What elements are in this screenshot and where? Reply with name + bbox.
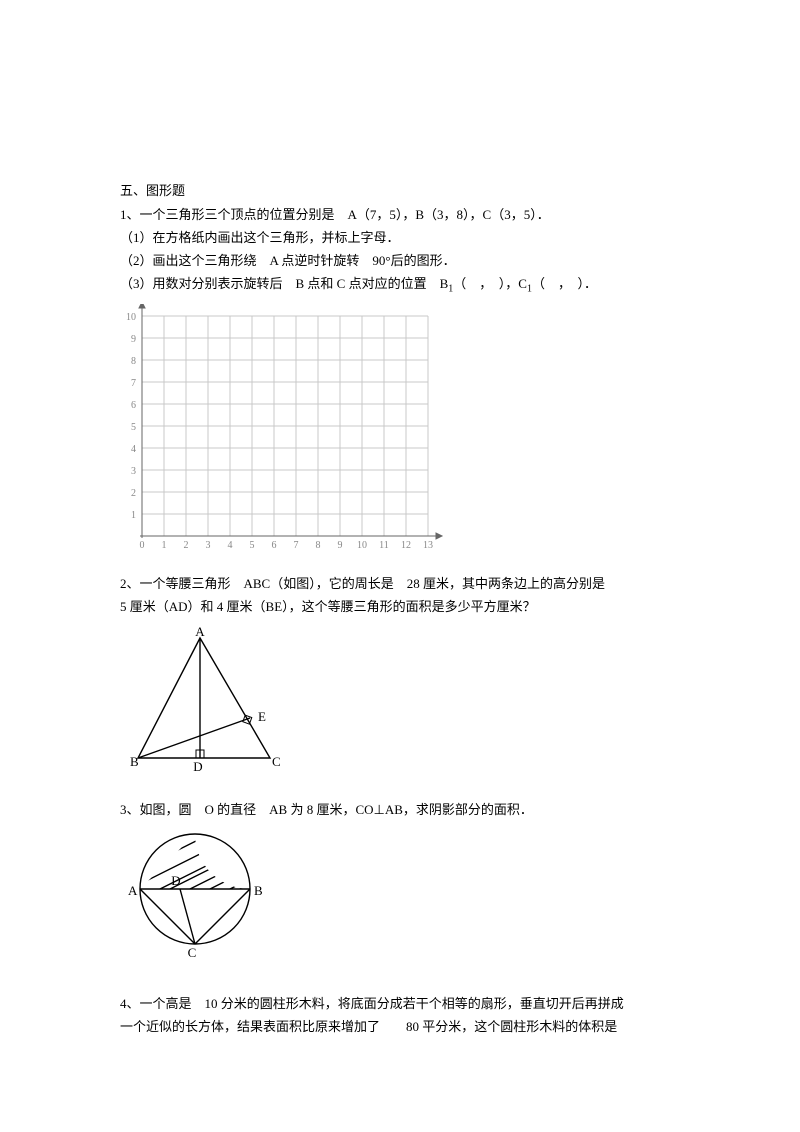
q4-line1: 4、一个高是 10 分米的圆柱形木料，将底面分成若干个相等的扇形，垂直切开后再拼… <box>120 993 680 1015</box>
q1-sub1: （1）在方格纸内画出这个三角形，并标上字母． <box>120 227 680 249</box>
svg-text:7: 7 <box>131 378 136 389</box>
svg-text:2: 2 <box>184 540 189 551</box>
svg-text:13: 13 <box>423 540 433 551</box>
q1-prompt: 1、一个三角形三个顶点的位置分别是 A（7，5），B（3，8），C（3，5）． <box>120 204 680 226</box>
label-C: C <box>272 754 281 769</box>
svg-text:8: 8 <box>316 540 321 551</box>
svg-text:4: 4 <box>131 444 136 455</box>
q1-grid-chart: 01234567891011121312345678910 <box>120 304 680 561</box>
svg-text:6: 6 <box>272 540 277 551</box>
svg-text:0: 0 <box>140 540 145 551</box>
svg-text:10: 10 <box>126 312 136 323</box>
svg-text:5: 5 <box>250 540 255 551</box>
circle-svg: A B C D <box>120 829 270 959</box>
svg-text:9: 9 <box>131 334 136 345</box>
label-A: A <box>195 626 205 639</box>
q2-line1: 2、一个等腰三角形 ABC（如图），它的周长是 28 厘米，其中两条边上的高分别… <box>120 573 680 595</box>
svg-text:12: 12 <box>401 540 411 551</box>
svg-text:3: 3 <box>206 540 211 551</box>
q1-sub3-c: （ ， ）． <box>532 276 597 291</box>
svg-text:2: 2 <box>131 488 136 499</box>
q1-sub3: （3）用数对分别表示旋转后 B 点和 C 点对应的位置 B1（ ， ），C1（ … <box>120 273 680 298</box>
grid-svg: 01234567891011121312345678910 <box>120 304 480 554</box>
q3-circle-figure: A B C D <box>120 829 680 966</box>
label-D: D <box>193 759 202 774</box>
svg-text:10: 10 <box>357 540 367 551</box>
svg-text:1: 1 <box>131 510 136 521</box>
q2-line2: 5 厘米（AD）和 4 厘米（BE），这个等腰三角形的面积是多少平方厘米？ <box>120 596 680 618</box>
svg-text:11: 11 <box>379 540 389 551</box>
q1-sub2: （2）画出这个三角形绕 A 点逆时针旋转 90°后的图形． <box>120 250 680 272</box>
q4-line2: 一个近似的长方体，结果表面积比原来增加了 80 平分米，这个圆柱形木料的体积是 <box>120 1016 680 1038</box>
svg-text:1: 1 <box>162 540 167 551</box>
label-B: B <box>130 754 139 769</box>
svg-text:9: 9 <box>338 540 343 551</box>
label-B: B <box>254 883 263 898</box>
svg-text:3: 3 <box>131 466 136 477</box>
svg-text:8: 8 <box>131 356 136 367</box>
svg-text:6: 6 <box>131 400 136 411</box>
label-E: E <box>258 709 266 724</box>
svg-text:5: 5 <box>131 422 136 433</box>
section-title: 五、图形题 <box>120 180 680 202</box>
triangle-svg: A B C D E <box>120 626 300 776</box>
svg-text:7: 7 <box>294 540 299 551</box>
label-C: C <box>188 945 197 959</box>
q3-prompt: 3、如图，圆 O 的直径 AB 为 8 厘米，CO⊥AB，求阴影部分的面积． <box>120 799 680 821</box>
svg-text:4: 4 <box>228 540 233 551</box>
q1-sub3-b: （ ， ），C <box>453 276 527 291</box>
q2-triangle-figure: A B C D E <box>120 626 680 783</box>
q1-sub3-a: （3）用数对分别表示旋转后 B 点和 C 点对应的位置 B <box>120 276 448 291</box>
label-D: D <box>171 873 180 888</box>
label-A: A <box>128 883 138 898</box>
